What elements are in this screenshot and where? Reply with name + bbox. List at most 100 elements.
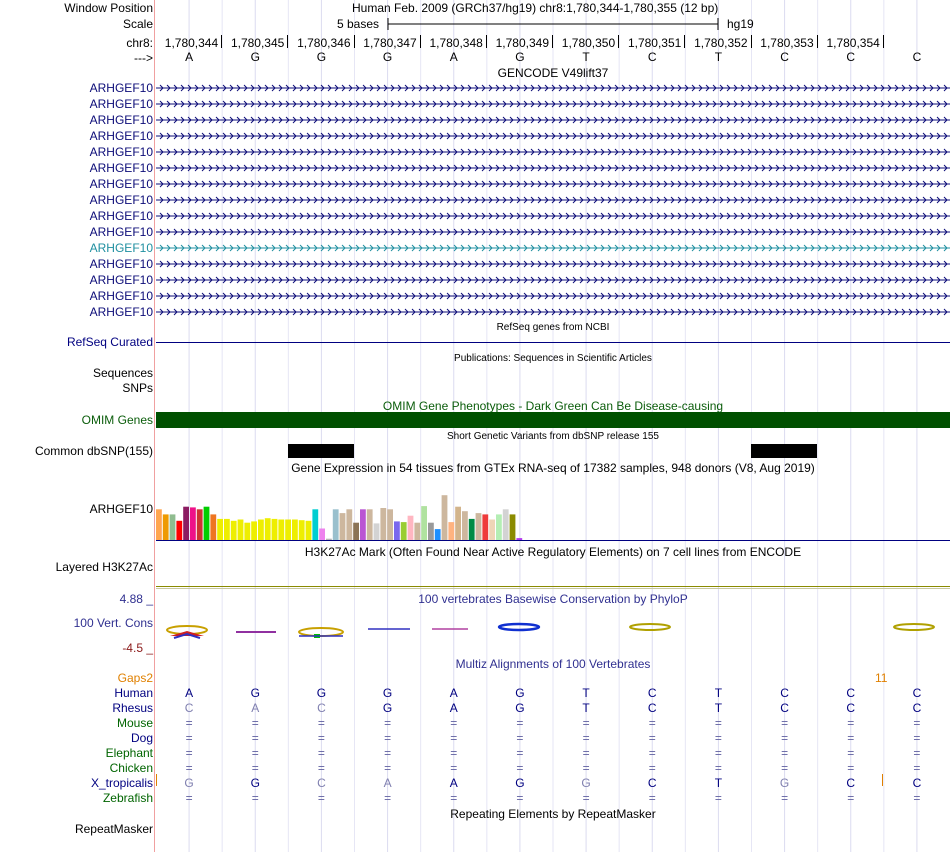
species-label[interactable]: Rhesus (112, 701, 153, 715)
refseq-curated-label[interactable]: RefSeq Curated (66, 335, 153, 349)
snp-feature-2[interactable] (751, 444, 817, 458)
gtex-tissue-bar[interactable] (183, 506, 189, 540)
gencode-transcript-label[interactable]: ARHGEF10 (89, 225, 153, 239)
gencode-transcript-line[interactable] (156, 243, 950, 253)
gtex-tissue-bar[interactable] (169, 514, 176, 540)
gtex-tissue-bar[interactable] (244, 522, 251, 540)
gtex-tissue-bar[interactable] (217, 518, 223, 540)
gtex-tissue-bar[interactable] (339, 513, 346, 540)
gtex-tissue-bar[interactable] (237, 519, 244, 541)
gencode-transcript-label[interactable]: ARHGEF10 (89, 257, 153, 271)
gtex-tissue-bar[interactable] (414, 522, 421, 540)
gencode-transcript-label[interactable]: ARHGEF10 (89, 305, 153, 319)
gtex-tissue-bar[interactable] (203, 506, 210, 540)
gtex-gene-label[interactable]: ARHGEF10 (89, 502, 153, 516)
gtex-tissue-bar[interactable] (156, 509, 162, 540)
gtex-tissue-bar[interactable] (176, 520, 183, 540)
gtex-tissue-bar[interactable] (230, 520, 237, 540)
gtex-tissue-bar[interactable] (190, 507, 196, 540)
gtex-tissue-bar[interactable] (428, 522, 434, 540)
gtex-tissue-bar[interactable] (196, 509, 203, 540)
gtex-tissue-bar[interactable] (441, 495, 448, 540)
gtex-tissue-bar[interactable] (326, 538, 332, 540)
gencode-transcript-line[interactable] (156, 307, 950, 317)
gtex-tissue-bar[interactable] (251, 521, 257, 540)
species-label[interactable]: Elephant (105, 746, 153, 760)
gencode-transcript-line[interactable] (156, 259, 950, 269)
gtex-tissue-bar[interactable] (271, 518, 278, 540)
gtex-tissue-bar[interactable] (380, 508, 387, 540)
gtex-tissue-bar[interactable] (421, 506, 427, 540)
gtex-tissue-bar[interactable] (394, 521, 400, 540)
sequences-label[interactable]: Sequences (92, 366, 153, 380)
h3k27ac-label[interactable]: Layered H3K27Ac (55, 560, 153, 574)
gtex-tissue-bar[interactable] (258, 519, 264, 541)
gencode-transcript-line[interactable] (156, 275, 950, 285)
gencode-transcript-label[interactable]: ARHGEF10 (89, 161, 153, 175)
gtex-tissue-bar[interactable] (448, 522, 455, 540)
gencode-transcript-line[interactable] (156, 99, 950, 109)
h3k27ac-signal[interactable] (156, 586, 950, 587)
gencode-transcript-label[interactable]: ARHGEF10 (89, 97, 153, 111)
omim-genes-label[interactable]: OMIM Genes (81, 413, 153, 427)
gtex-tissue-bar[interactable] (455, 506, 461, 540)
gencode-transcript-label[interactable]: ARHGEF10 (89, 209, 153, 223)
gencode-transcript-line[interactable] (156, 179, 950, 189)
conservation-label[interactable]: 100 Vert. Cons (73, 616, 153, 630)
gencode-transcript-line[interactable] (156, 115, 950, 125)
gtex-tissue-bar[interactable] (468, 518, 475, 540)
species-label[interactable]: Human (114, 686, 153, 700)
gtex-tissue-bar[interactable] (162, 514, 169, 540)
window-position-value[interactable]: Human Feb. 2009 (GRCh37/hg19) chr8:1,780… (352, 1, 719, 15)
gtex-track-title[interactable]: Gene Expression in 54 tissues from GTEx … (291, 461, 815, 475)
gtex-tissue-bar[interactable] (264, 518, 271, 540)
gtex-tissue-bar[interactable] (400, 522, 407, 540)
gtex-tissue-bar[interactable] (224, 518, 230, 540)
gtex-tissue-bar[interactable] (434, 529, 441, 540)
conservation-logo[interactable] (156, 618, 950, 644)
h3k27ac-track-title[interactable]: H3K27Ac Mark (Often Found Near Active Re… (304, 545, 802, 559)
dbsnp-label[interactable]: Common dbSNP(155) (34, 444, 153, 458)
species-label[interactable]: Chicken (109, 761, 153, 775)
dbsnp-track-title[interactable]: Short Genetic Variants from dbSNP releas… (447, 431, 659, 442)
gaps-label[interactable]: Gaps2 (117, 671, 153, 685)
omim-gene-bar[interactable] (156, 412, 950, 428)
repeatmasker-track-title[interactable]: Repeating Elements by RepeatMasker (450, 807, 656, 821)
gtex-tissue-bar[interactable] (407, 515, 414, 540)
gencode-transcript-line[interactable] (156, 163, 950, 173)
gencode-track-title[interactable]: GENCODE V49lift37 (497, 66, 609, 80)
gtex-tissue-bar[interactable] (387, 509, 393, 540)
gencode-transcript-label[interactable]: ARHGEF10 (89, 145, 153, 159)
gencode-transcript-label[interactable]: ARHGEF10 (89, 113, 153, 127)
gtex-tissue-bar[interactable] (482, 514, 489, 540)
gencode-transcript-label[interactable]: ARHGEF10 (89, 241, 153, 255)
gencode-transcript-label[interactable]: ARHGEF10 (89, 193, 153, 207)
gtex-tissue-bar[interactable] (292, 519, 298, 541)
gtex-tissue-bar[interactable] (298, 520, 305, 540)
refseq-gene-line[interactable] (156, 342, 950, 343)
gtex-tissue-bar[interactable] (509, 514, 516, 540)
species-label[interactable]: Zebrafish (102, 791, 153, 805)
repeatmasker-label[interactable]: RepeatMasker (74, 822, 153, 836)
gencode-transcript-line[interactable] (156, 147, 950, 157)
snp-feature-1[interactable] (288, 444, 354, 458)
gtex-tissue-bar[interactable] (319, 528, 325, 541)
gtex-tissue-bar[interactable] (516, 538, 523, 540)
gencode-transcript-label[interactable]: ARHGEF10 (89, 177, 153, 191)
gencode-transcript-label[interactable]: ARHGEF10 (89, 129, 153, 143)
species-label[interactable]: X_tropicalis (90, 776, 153, 790)
gencode-transcript-line[interactable] (156, 195, 950, 205)
gtex-tissue-bar[interactable] (462, 511, 468, 540)
gtex-tissue-bar[interactable] (373, 523, 380, 540)
gencode-transcript-line[interactable] (156, 227, 950, 237)
gtex-tissue-bar[interactable] (360, 509, 366, 540)
snps-label[interactable]: SNPs (122, 381, 153, 395)
gtex-tissue-bar[interactable] (332, 509, 339, 540)
gtex-tissue-bar[interactable] (353, 522, 359, 540)
gencode-transcript-label[interactable]: ARHGEF10 (89, 289, 153, 303)
omim-track-title[interactable]: OMIM Gene Phenotypes - Dark Green Can Be… (382, 399, 724, 413)
gtex-tissue-bar[interactable] (489, 519, 495, 541)
publications-track-title[interactable]: Publications: Sequences in Scientific Ar… (454, 353, 652, 364)
multiz-track-title[interactable]: Multiz Alignments of 100 Vertebrates (455, 657, 651, 671)
